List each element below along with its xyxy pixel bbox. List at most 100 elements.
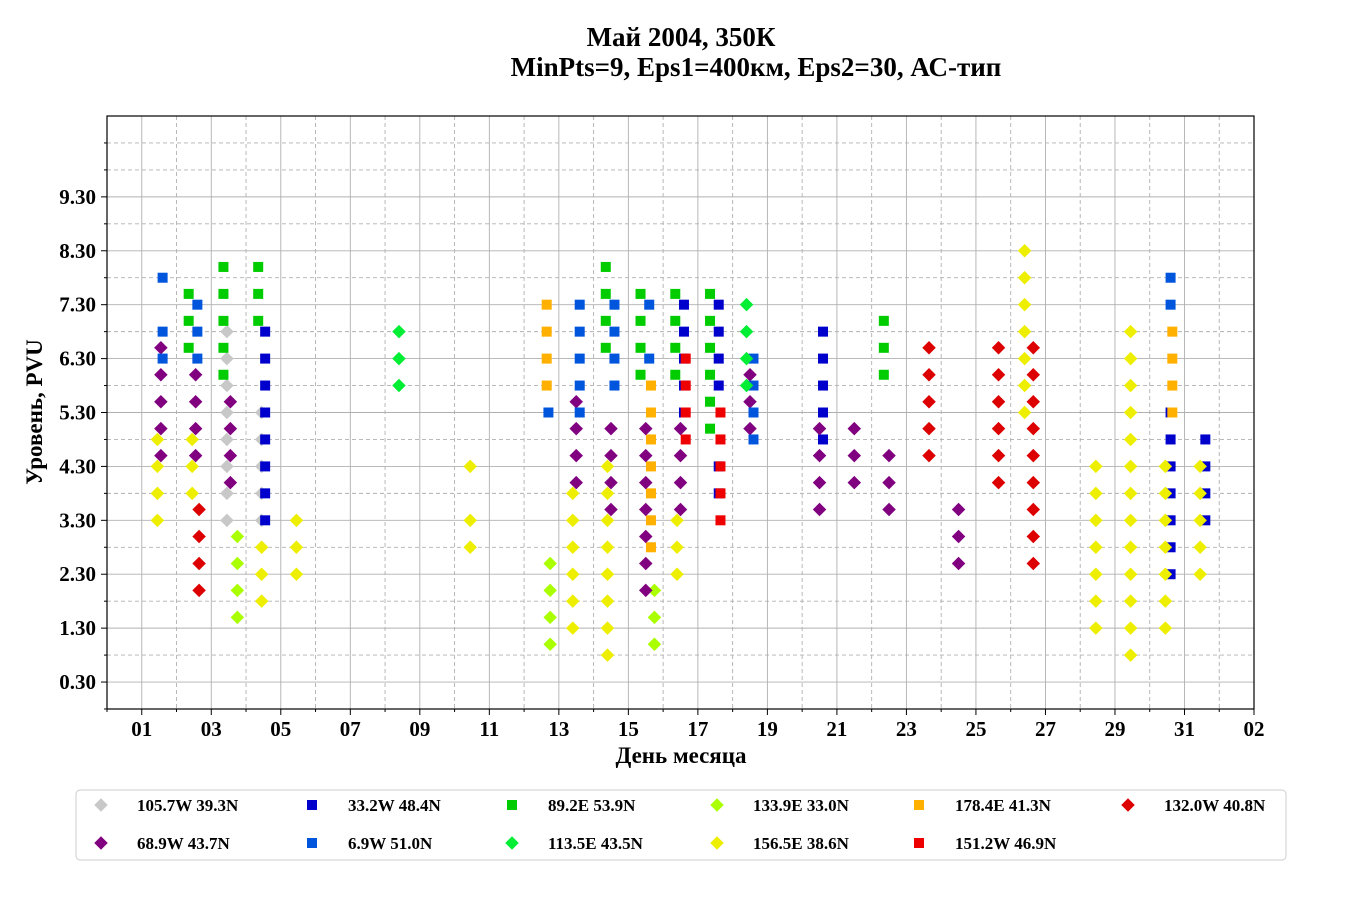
data-point: [600, 594, 615, 608]
data-point: [818, 434, 829, 445]
data-point: [1193, 540, 1207, 555]
series: [230, 529, 662, 652]
data-point: [260, 380, 271, 391]
data-point: [1193, 459, 1207, 474]
data-point: [991, 475, 1006, 490]
data-point: [818, 353, 829, 364]
data-point: [670, 567, 684, 581]
data-point: [150, 513, 165, 528]
x-axis-label: День месяца: [615, 743, 747, 768]
data-point: [748, 380, 759, 391]
x-tick-label: 25: [965, 717, 986, 741]
data-point: [635, 315, 646, 326]
legend-label: 151.2W 46.9N: [955, 834, 1057, 853]
data-point: [574, 326, 585, 337]
data-point: [253, 261, 264, 272]
data-point: [645, 488, 656, 499]
legend-item: 156.5E 38.6N: [710, 834, 850, 853]
data-point: [154, 448, 168, 463]
data-point: [951, 502, 966, 517]
data-point: [157, 326, 168, 337]
data-point: [218, 369, 229, 380]
data-point: [230, 583, 245, 598]
x-tick-label: 23: [896, 717, 917, 741]
data-point: [748, 407, 759, 418]
data-point: [600, 342, 611, 353]
chart-subtitle: MinPts=9, Eps1=400км, Eps2=30, АС-тип: [511, 52, 1002, 82]
data-point: [715, 488, 726, 499]
axis-ticks: 01 03 05 07 09 11 13 15 17 19 21 23 25 27 29 31 02 0.30 1.…: [59, 142, 1265, 741]
y-tick-label: 9.30: [59, 185, 96, 209]
legend-marker: [94, 798, 108, 812]
data-point: [1193, 513, 1207, 528]
data-point: [647, 610, 662, 625]
data-point: [154, 341, 168, 355]
data-point: [600, 261, 611, 272]
data-point: [157, 353, 168, 364]
data-point: [1123, 540, 1138, 555]
data-point: [604, 448, 618, 463]
data-point: [1167, 326, 1178, 337]
data-point: [713, 380, 724, 391]
y-tick-label: 3.30: [59, 508, 96, 532]
data-point: [1123, 351, 1138, 366]
data-point: [951, 556, 966, 571]
data-point: [254, 540, 269, 555]
data-point: [541, 299, 552, 310]
data-point: [218, 342, 229, 353]
data-point: [604, 502, 618, 517]
data-point: [569, 394, 583, 409]
data-point: [1158, 540, 1173, 555]
x-tick-label: 13: [548, 717, 569, 741]
data-point: [220, 324, 234, 339]
data-point: [645, 515, 656, 526]
legend-frame: [75, 789, 1287, 861]
data-point: [220, 459, 234, 474]
data-point: [1026, 556, 1041, 571]
data-point: [260, 488, 271, 499]
legend-marker: [307, 800, 317, 810]
data-point: [566, 567, 580, 581]
data-point: [635, 369, 646, 380]
data-point: [638, 583, 653, 598]
data-point: [1017, 244, 1032, 258]
data-point: [1026, 529, 1041, 544]
data-point: [604, 475, 618, 490]
data-point: [922, 394, 936, 409]
data-point: [715, 434, 726, 445]
data-point: [713, 299, 724, 310]
data-point: [1026, 368, 1041, 382]
legend-marker: [1121, 798, 1135, 812]
data-point: [254, 567, 269, 581]
data-point: [1017, 351, 1032, 366]
data-point: [705, 315, 716, 326]
y-tick-label: 5.30: [59, 401, 96, 425]
data-point: [1165, 272, 1176, 283]
data-point: [260, 434, 271, 445]
data-point: [991, 341, 1006, 355]
data-point: [1167, 380, 1178, 391]
data-point: [638, 448, 653, 463]
data-point: [644, 299, 655, 310]
data-point: [1089, 540, 1103, 555]
data-point: [600, 648, 615, 662]
data-point: [1193, 486, 1207, 501]
data-point: [289, 567, 304, 581]
data-point: [223, 475, 238, 490]
data-point: [218, 288, 229, 299]
data-points: [150, 244, 1211, 662]
y-tick-label: 6.30: [59, 347, 96, 371]
data-point: [188, 421, 203, 436]
data-point: [812, 502, 827, 517]
legend-label: 105.7W 39.3N: [137, 796, 239, 815]
data-point: [645, 542, 656, 553]
data-point: [922, 368, 936, 382]
data-point: [1123, 513, 1138, 528]
legend-label: 133.9E 33.0N: [753, 796, 850, 815]
data-point: [739, 378, 754, 393]
data-point: [566, 621, 580, 635]
chart-title: Май 2004, 350К: [587, 22, 776, 52]
data-point: [223, 394, 238, 409]
data-point: [705, 423, 716, 434]
data-point: [670, 513, 684, 528]
